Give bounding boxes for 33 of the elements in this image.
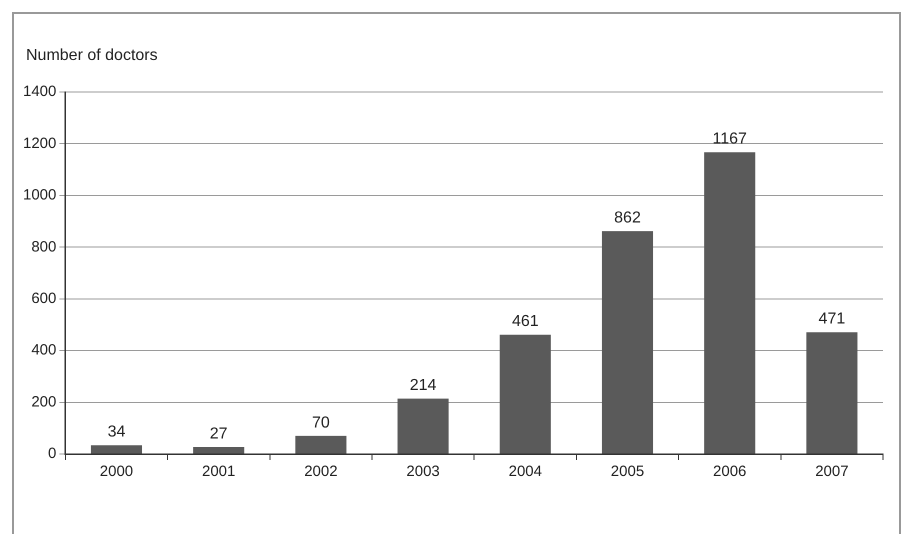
data-label: 471: [818, 310, 846, 328]
y-axis-title: Number of doctors: [26, 47, 158, 64]
x-tick-label: 2003: [406, 463, 440, 480]
x-tick-label: 2007: [815, 463, 849, 480]
y-tick-label: 1200: [22, 134, 56, 152]
data-label: 862: [614, 210, 641, 227]
y-tick-label: 1400: [22, 83, 56, 100]
data-label: 70: [312, 414, 330, 432]
y-tick-label: 0: [48, 445, 56, 462]
x-tick-label: 2000: [100, 463, 134, 480]
x-tick-label: 2002: [304, 463, 338, 480]
bar: [193, 447, 244, 454]
y-tick-label: 1000: [22, 186, 56, 204]
bar: [704, 152, 756, 454]
data-label: 214: [410, 377, 437, 394]
bar: [398, 398, 449, 454]
x-tick-label: 2004: [508, 463, 542, 480]
x-tick-label: 2006: [713, 463, 746, 480]
data-label: 461: [512, 313, 539, 330]
bar: [500, 334, 551, 454]
data-label: 27: [210, 425, 228, 442]
data-label: 34: [108, 424, 126, 441]
y-tick-label: 800: [31, 238, 56, 256]
bar: [806, 332, 858, 454]
x-tick-label: 2001: [202, 463, 236, 480]
y-tick-label: 200: [31, 393, 56, 410]
bar: [602, 231, 654, 454]
bar: [90, 445, 142, 454]
y-tick-label: 600: [31, 290, 56, 307]
bar: [295, 436, 346, 454]
x-tick-label: 2005: [610, 463, 644, 480]
y-tick-label: 400: [31, 342, 56, 359]
data-label: 1167: [712, 130, 747, 148]
